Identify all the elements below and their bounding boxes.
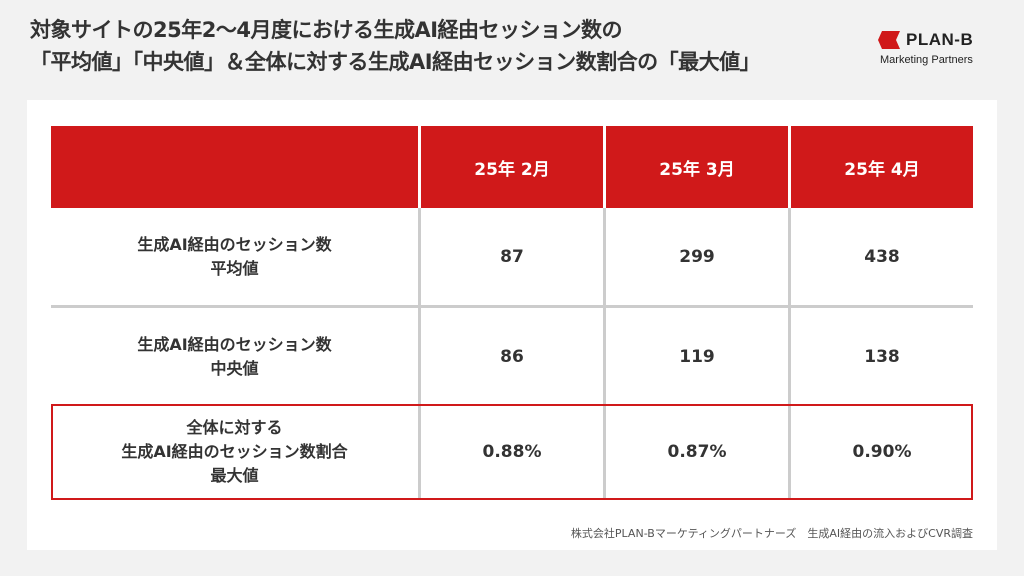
brand-logo: PLAN-B Marketing Partners	[878, 30, 988, 66]
cell-average-feb: 87	[418, 208, 603, 305]
row-label-line: 全体に対する	[186, 418, 283, 437]
cell-max-ratio-mar: 0.87%	[603, 404, 788, 500]
cell-median-apr: 138	[788, 308, 973, 405]
row-label-line: 最大値	[210, 466, 259, 485]
cell-median-mar: 119	[603, 308, 788, 405]
header-apr: 25年 4月	[788, 126, 973, 208]
cell-average-mar: 299	[603, 208, 788, 305]
content-panel: 25年 2月 25年 3月 25年 4月 生成AI経由のセッション数 平均値 8…	[27, 100, 997, 550]
data-table: 25年 2月 25年 3月 25年 4月 生成AI経由のセッション数 平均値 8…	[51, 126, 973, 500]
row-label-line: 生成AI経由のセッション数割合	[121, 442, 348, 461]
table-row-max-ratio: 全体に対する 生成AI経由のセッション数割合 最大値 0.88% 0.87% 0…	[51, 404, 973, 500]
row-label-average: 生成AI経由のセッション数 平均値	[51, 208, 418, 305]
cell-max-ratio-feb: 0.88%	[418, 404, 603, 500]
row-label-line: 生成AI経由のセッション数	[137, 334, 332, 354]
header-mar: 25年 3月	[603, 126, 788, 208]
plan-b-logo-icon	[878, 31, 900, 49]
title-line-2: 「平均値」「中央値」＆全体に対する生成AI経由セッション数割合の「最大値」	[30, 50, 761, 74]
cell-max-ratio-apr: 0.90%	[788, 404, 973, 500]
source-note: 株式会社PLAN-Bマーケティングパートナーズ 生成AI経由の流入およびCVR調…	[570, 527, 973, 540]
row-label-line: 平均値	[210, 258, 259, 278]
row-label-line: 中央値	[210, 358, 259, 378]
table-row-average: 生成AI経由のセッション数 平均値 87 299 438	[51, 208, 973, 308]
table-row-median: 生成AI経由のセッション数 中央値 86 119 138	[51, 308, 973, 405]
cell-average-apr: 438	[788, 208, 973, 305]
logo-subtitle: Marketing Partners	[880, 54, 973, 66]
row-label-median: 生成AI経由のセッション数 中央値	[51, 308, 418, 405]
header-feb: 25年 2月	[418, 126, 603, 208]
page-title: 対象サイトの25年2〜4月度における生成AI経由セッション数の 「平均値」「中央…	[30, 14, 850, 78]
row-label-line: 生成AI経由のセッション数	[137, 234, 332, 254]
header-empty-cell	[51, 126, 418, 208]
table-header-row: 25年 2月 25年 3月 25年 4月	[51, 126, 973, 208]
cell-median-feb: 86	[418, 308, 603, 405]
title-line-1: 対象サイトの25年2〜4月度における生成AI経由セッション数の	[30, 18, 623, 42]
row-label-max-ratio: 全体に対する 生成AI経由のセッション数割合 最大値	[51, 404, 418, 500]
logo-name: PLAN-B	[906, 30, 974, 49]
